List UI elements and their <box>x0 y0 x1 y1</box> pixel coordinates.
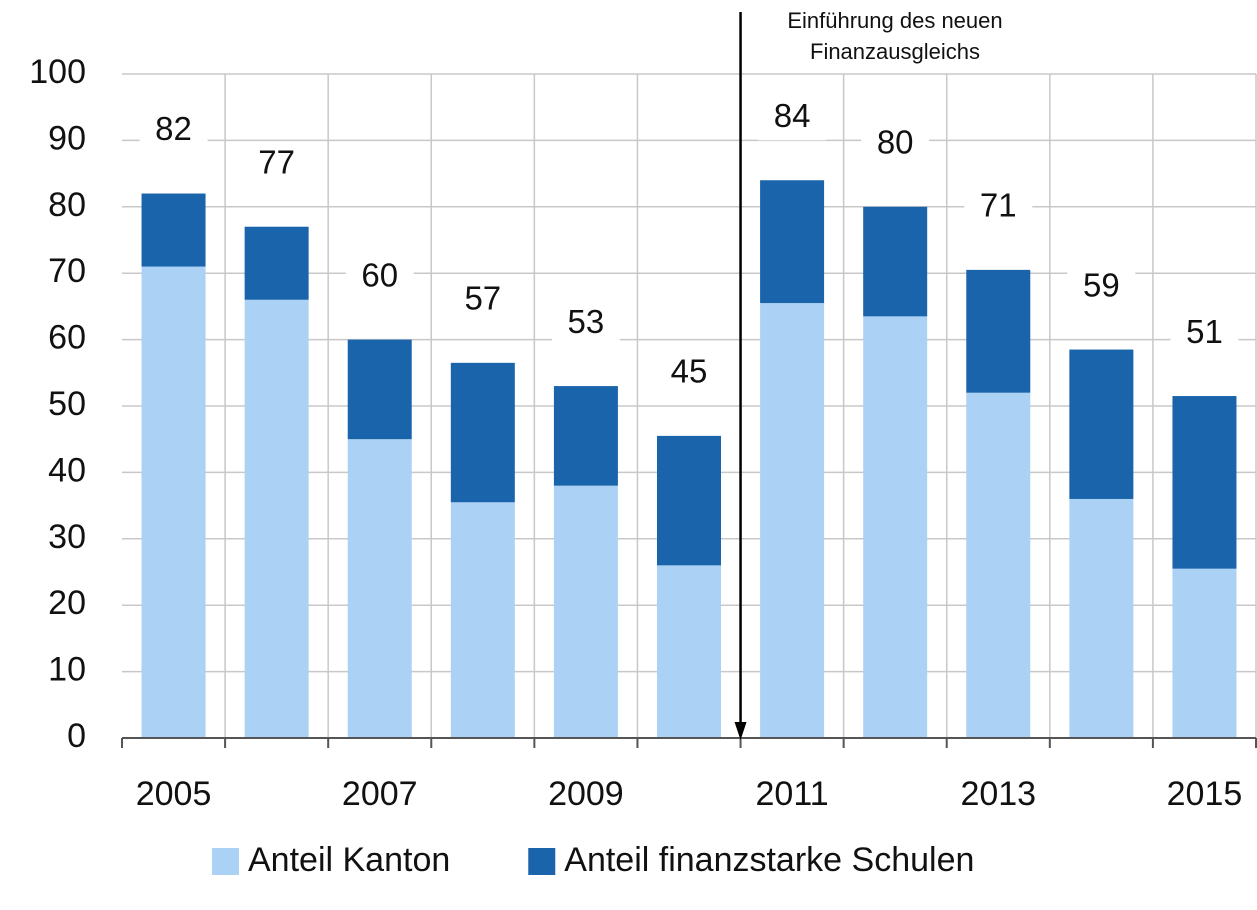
bar-segment <box>760 180 825 304</box>
bar-segment <box>863 316 928 738</box>
y-tick-label: 70 <box>48 252 86 290</box>
total-label: 59 <box>1083 266 1120 303</box>
total-label: 45 <box>671 353 708 390</box>
annotation-text: Finanzausgleichs <box>810 39 980 64</box>
y-tick-label: 10 <box>48 651 86 689</box>
bar-segment <box>1069 498 1134 738</box>
total-label-bg <box>861 122 930 167</box>
total-label-bg <box>448 278 517 323</box>
y-tick-label: 100 <box>29 53 86 91</box>
bar-segment <box>966 392 1031 738</box>
bar-segment <box>553 386 618 486</box>
bar-segment <box>1069 349 1134 499</box>
bar-segment <box>1172 396 1237 569</box>
legend-swatch <box>528 848 556 875</box>
y-tick-label: 60 <box>48 319 86 357</box>
total-label: 77 <box>258 143 295 180</box>
total-label-bg <box>758 96 827 141</box>
total-label-bg <box>1170 312 1239 357</box>
x-tick-label: 2007 <box>342 775 418 813</box>
total-label: 53 <box>568 303 605 340</box>
total-label-bg <box>1067 265 1136 310</box>
y-tick-label: 20 <box>48 584 86 622</box>
annotation-text: Einführung des neuen <box>787 8 1002 33</box>
bar-segment <box>657 435 721 566</box>
x-tick-label: 2015 <box>1167 775 1243 813</box>
total-label: 51 <box>1186 313 1223 350</box>
y-tick-label: 90 <box>48 119 86 157</box>
bar-segment <box>244 299 309 738</box>
legend-swatch <box>212 848 239 875</box>
bar-segment <box>347 339 412 440</box>
bar-segment <box>141 266 206 738</box>
bar-segment <box>1172 568 1237 738</box>
y-tick-label: 30 <box>48 518 86 556</box>
total-label: 57 <box>464 280 501 317</box>
bar-segment <box>966 269 1031 393</box>
total-label: 71 <box>980 187 1017 224</box>
x-tick-label: 2005 <box>136 775 212 813</box>
y-tick-label: 50 <box>48 385 86 423</box>
total-label: 80 <box>877 124 914 161</box>
total-label-bg <box>139 109 208 154</box>
arrow-head <box>734 722 747 740</box>
legend-label: Anteil finanzstarke Schulen <box>564 841 974 879</box>
bar-segment <box>760 303 825 738</box>
legend-label: Anteil Kanton <box>248 841 450 879</box>
x-tick-label: 2013 <box>960 775 1036 813</box>
bar-segment <box>141 193 206 267</box>
total-label-bg <box>655 351 723 396</box>
bar-segment <box>553 485 618 738</box>
total-label-bg <box>551 302 620 347</box>
y-tick-label: 0 <box>67 717 86 755</box>
total-label: 82 <box>155 110 192 147</box>
x-tick-label: 2009 <box>548 775 624 813</box>
y-tick-label: 40 <box>48 451 86 489</box>
total-label-bg <box>242 142 311 187</box>
bar-segment <box>450 362 515 503</box>
total-label: 60 <box>361 256 398 293</box>
x-tick-label: 2011 <box>756 775 829 813</box>
y-tick-label: 80 <box>48 186 86 224</box>
bar-segment <box>244 226 309 300</box>
total-label-bg <box>345 255 414 300</box>
bar-segment <box>863 206 928 317</box>
total-label-bg <box>964 185 1033 230</box>
total-label: 84 <box>774 97 811 134</box>
bar-segment <box>657 565 721 738</box>
bar-segment <box>450 502 515 738</box>
bar-segment <box>347 439 412 738</box>
